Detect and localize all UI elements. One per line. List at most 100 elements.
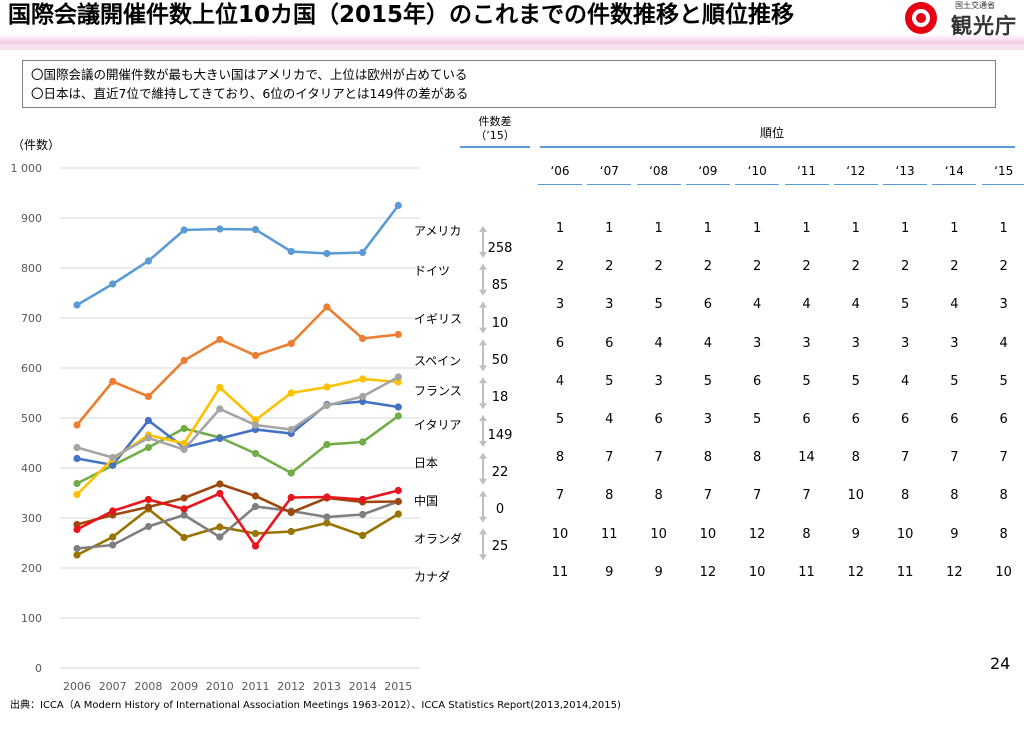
rank-cell: 7 (900, 450, 910, 466)
y-tick-label: 600 (21, 362, 42, 375)
x-tick-label: 2011 (242, 680, 270, 693)
data-point (109, 507, 117, 515)
series-label: カナダ (414, 570, 451, 584)
data-point (287, 527, 295, 536)
series-line-オランダ (76, 500, 399, 550)
diff-arrowhead-icon (479, 554, 487, 561)
data-point (144, 495, 152, 504)
data-point (73, 490, 81, 499)
data-point (359, 510, 367, 519)
rank-cell: 10 (650, 526, 667, 542)
series-line-アメリカ (76, 204, 400, 307)
data-point (287, 469, 295, 477)
diff-arrowhead-icon (479, 339, 487, 346)
x-tick-label: 2008 (134, 680, 162, 693)
rank-cell: 5 (999, 373, 1008, 389)
rank-cell: 3 (999, 297, 1008, 313)
rank-cell: 2 (900, 259, 910, 275)
rank-cell: 10 (699, 526, 717, 542)
data-point (323, 440, 331, 449)
y-axis-unit: （件数） (12, 138, 61, 152)
data-point (359, 375, 367, 383)
series-label: 日本 (414, 456, 439, 470)
data-point (109, 533, 117, 541)
rank-cell: 4 (999, 335, 1008, 351)
y-tick-label: 400 (21, 462, 42, 475)
data-point (180, 226, 188, 234)
diff-arrowhead-icon (479, 528, 487, 535)
rank-cell: 11 (601, 526, 618, 542)
data-point (394, 412, 402, 420)
diff-arrowhead-icon (479, 289, 487, 296)
data-point (251, 416, 260, 424)
page-number: 24 (990, 654, 1011, 673)
x-tick-label: 2015 (384, 680, 412, 693)
data-point (394, 497, 402, 506)
rank-cell: 4 (555, 373, 565, 389)
diff-arrowhead-icon (479, 377, 487, 384)
data-point (144, 392, 152, 401)
x-tick-label: 2010 (206, 680, 234, 693)
data-point (251, 421, 260, 429)
y-tick-label: 800 (21, 262, 42, 275)
rank-year-header: ‘07 (599, 164, 619, 178)
rank-cell: 9 (950, 526, 959, 542)
rank-year-header: ‘13 (895, 164, 915, 178)
data-point (359, 438, 367, 446)
series-label: イタリア (414, 418, 462, 432)
rank-header-rule (540, 146, 1015, 148)
x-tick-label: 2014 (349, 680, 377, 693)
data-point (73, 454, 81, 463)
data-point (287, 389, 295, 397)
rank-cell: 3 (703, 412, 713, 427)
diff-arrowhead-icon (479, 478, 487, 485)
rank-cell: 3 (753, 335, 762, 351)
data-point (359, 495, 367, 504)
data-point (73, 544, 81, 553)
diff-arrowhead-icon (479, 452, 487, 459)
data-point (216, 523, 224, 531)
rank-year-rule (833, 184, 878, 185)
diff-value: 10 (491, 315, 509, 331)
rank-year-header: ‘12 (846, 164, 866, 178)
series-label: スペイン (414, 354, 462, 368)
data-point (216, 480, 224, 488)
rank-cell: 1 (753, 221, 762, 236)
data-point (109, 541, 117, 549)
rank-cell: 6 (753, 373, 762, 389)
rank-year-header: ‘11 (796, 164, 817, 178)
data-point (359, 392, 367, 401)
rank-year-rule (538, 184, 582, 185)
data-point (323, 519, 331, 527)
logo-ministry-text: 国土交通省 (955, 1, 995, 10)
rank-cell: 6 (950, 412, 959, 427)
diff-value: 22 (491, 464, 509, 480)
line-chart: 0 100 200 300 400 500 600 700 800 900 1 000 2006 200… (11, 162, 420, 693)
rank-cell: 5 (851, 373, 860, 389)
rank-cell: 7 (753, 488, 762, 504)
rank-cell: 6 (703, 297, 713, 313)
title-band (0, 34, 1024, 44)
data-point (394, 486, 402, 495)
diff-value: 0 (495, 502, 505, 518)
rank-cell: 8 (851, 450, 860, 466)
diff-header-sub: （’15） (475, 129, 515, 142)
data-point (180, 505, 188, 513)
data-point (251, 225, 260, 234)
diff-arrows (479, 226, 487, 561)
y-tick-label: 700 (21, 312, 42, 325)
data-point (394, 201, 402, 210)
diff-value: 18 (491, 390, 509, 406)
x-tick-label: 2009 (170, 680, 198, 693)
diff-arrowhead-icon (479, 415, 487, 421)
rank-cell: 8 (999, 526, 1008, 542)
rank-cell: 12 (946, 564, 963, 580)
rank-cell: 12 (748, 526, 766, 542)
data-point (251, 529, 260, 538)
rank-cell: 3 (802, 335, 811, 351)
y-tick-label: 200 (21, 562, 42, 575)
rank-cell: 2 (753, 259, 762, 275)
data-point (109, 377, 117, 386)
data-point (394, 373, 402, 381)
rank-cell: 8 (999, 488, 1008, 504)
